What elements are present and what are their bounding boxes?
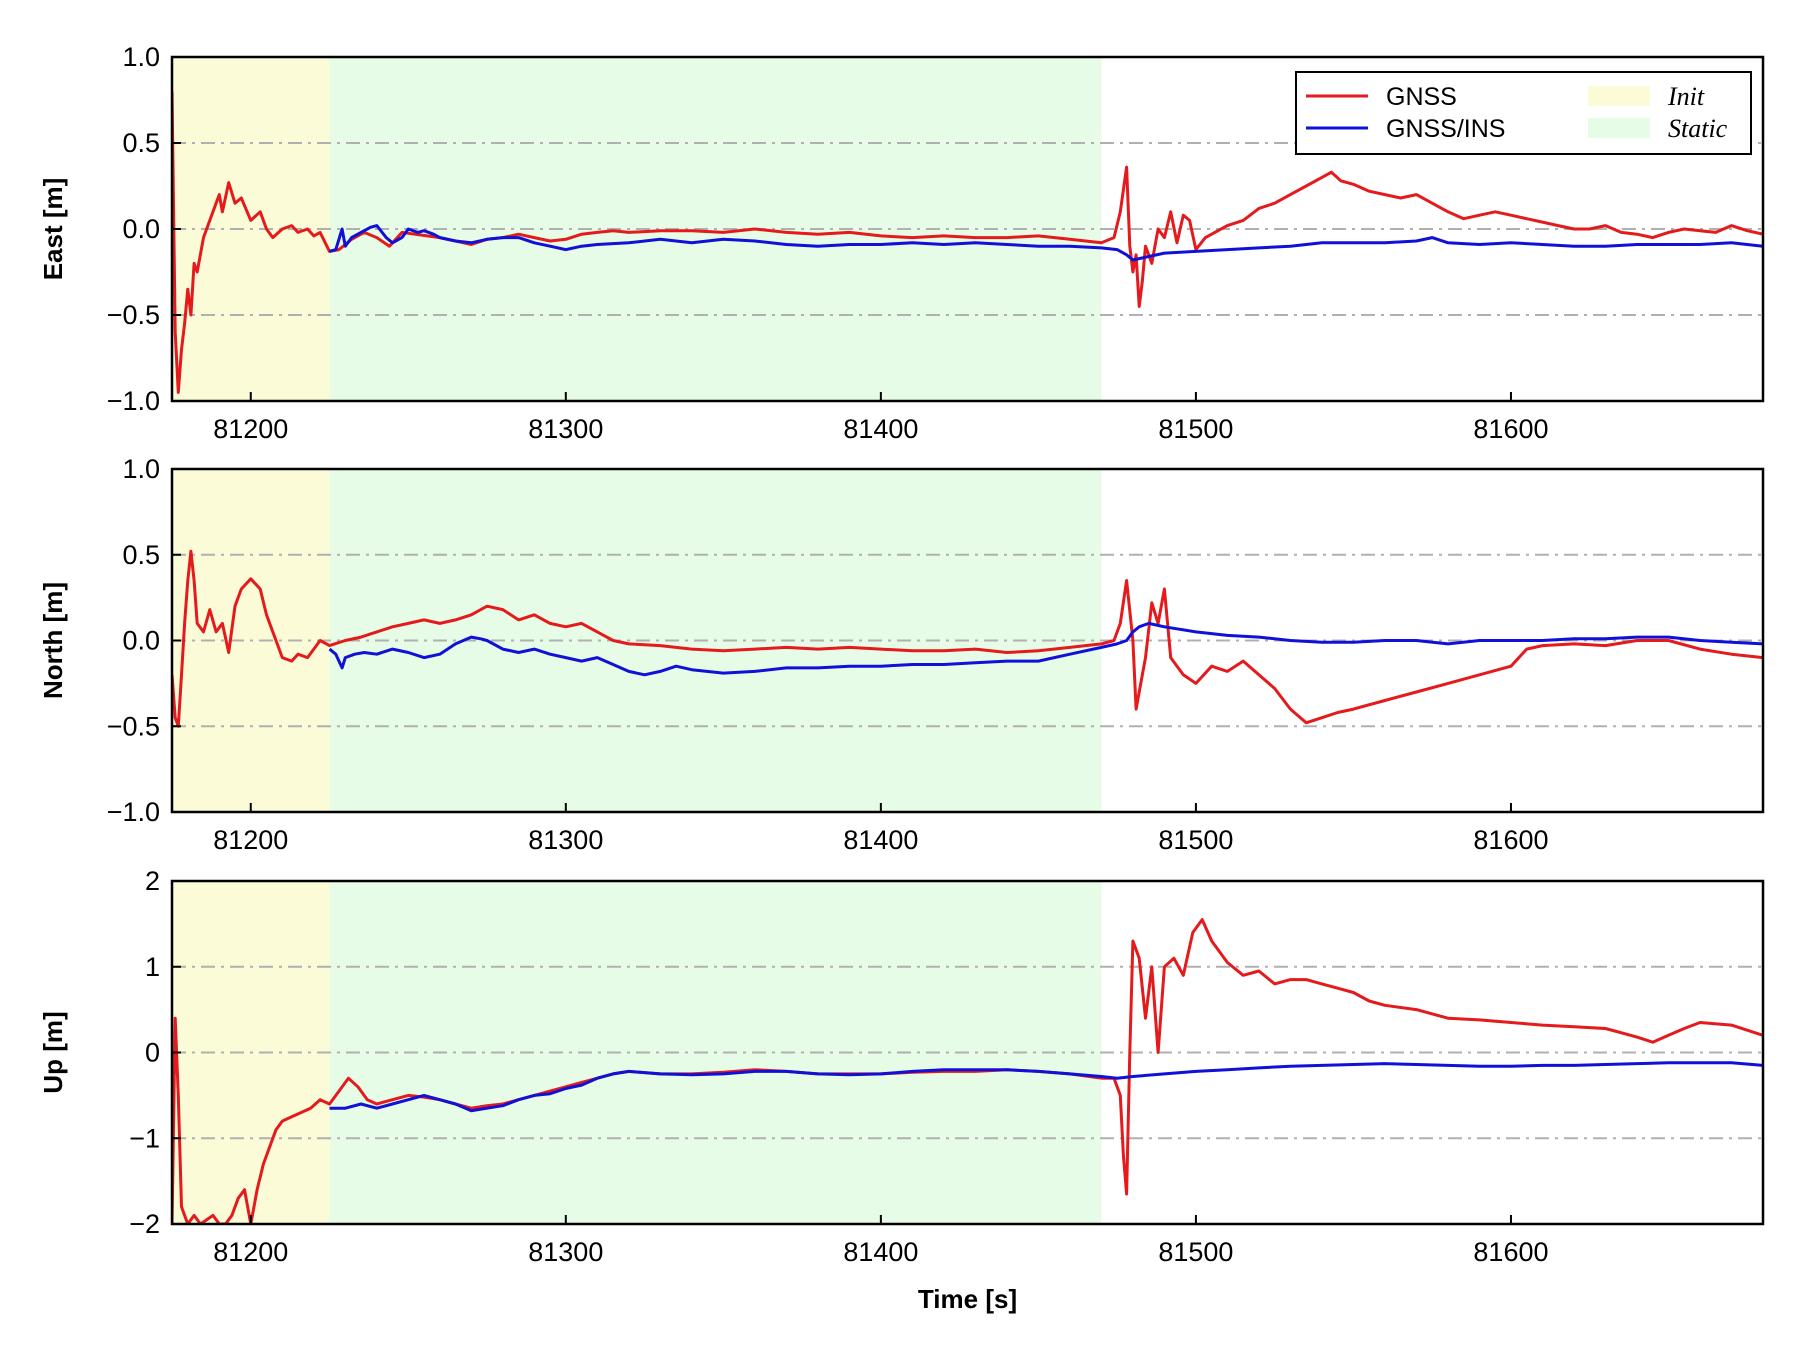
north-x-tick-label: 81500 — [1158, 825, 1233, 855]
east-y-tick-label: −0.5 — [107, 300, 160, 330]
north-x-tick-label: 81600 — [1473, 825, 1548, 855]
east-series-gnss — [172, 91, 1763, 394]
east-x-tick-label: 81300 — [528, 414, 603, 444]
legend-label-static: Static — [1668, 114, 1728, 143]
legend-swatch-static — [1588, 118, 1650, 138]
up-y-tick-label: −1 — [129, 1123, 160, 1153]
east-y-tick-label: 0.0 — [122, 214, 160, 244]
east-y-axis-title: East [m] — [38, 178, 68, 281]
east-x-tick-label: 81500 — [1158, 414, 1233, 444]
up-x-tick-label: 81200 — [213, 1237, 288, 1267]
north-series-gnss — [172, 549, 1763, 728]
legend-box — [1295, 71, 1752, 155]
legend: GNSS GNSS/INS Init Static — [1295, 71, 1752, 155]
east-x-tick-label: 81400 — [843, 414, 918, 444]
up-x-tick-label: 81600 — [1473, 1237, 1548, 1267]
north-y-tick-label: 1.0 — [122, 454, 160, 484]
up-x-tick-label: 81500 — [1158, 1237, 1233, 1267]
north-panel: −1.0 −0.5 0.0 0.5 1.0 81200 81300 81400 81500 816… — [38, 454, 1765, 855]
up-x-tick-label: 81400 — [843, 1237, 918, 1267]
legend-label-init: Init — [1667, 82, 1705, 111]
legend-label-gnss-ins: GNSS/INS — [1386, 115, 1505, 143]
north-y-tick-label: 0.0 — [122, 626, 160, 656]
east-y-tick-label: 1.0 — [122, 42, 160, 72]
north-y-tick-label: −0.5 — [107, 711, 160, 741]
up-y-tick-label: −2 — [129, 1209, 160, 1239]
east-series-gnss-ins — [329, 224, 1763, 262]
up-y-axis-title: Up [m] — [38, 1011, 68, 1093]
north-y-tick-label: 0.5 — [122, 540, 160, 570]
east-panel: −1.0 −0.5 0.0 0.5 1.0 81200 81300 81400 81500 816… — [38, 42, 1765, 444]
north-x-tick-label: 81200 — [213, 825, 288, 855]
north-y-axis-title: North [m] — [38, 582, 68, 699]
x-axis-title: Time [s] — [918, 1284, 1017, 1314]
east-y-tick-label: −1.0 — [107, 386, 160, 416]
north-x-tick-label: 81400 — [843, 825, 918, 855]
north-y-tick-label: −1.0 — [107, 797, 160, 827]
up-panel: −2 −1 0 1 2 81200 81300 81400 81500 81600 Up [m] — [38, 866, 1765, 1267]
up-x-tick-label: 81300 — [528, 1237, 603, 1267]
up-y-tick-label: 1 — [145, 952, 160, 982]
up-y-tick-label: 2 — [145, 866, 160, 896]
east-x-tick-label: 81200 — [213, 414, 288, 444]
up-series-gnss-ins — [329, 1061, 1763, 1113]
up-y-tick-label: 0 — [145, 1038, 160, 1068]
legend-label-gnss: GNSS — [1386, 83, 1457, 111]
north-series-gnss-ins — [328, 621, 1763, 677]
north-x-tick-label: 81300 — [528, 825, 603, 855]
east-x-tick-label: 81600 — [1473, 414, 1548, 444]
legend-swatch-init — [1588, 86, 1650, 106]
east-y-tick-label: 0.5 — [122, 128, 160, 158]
